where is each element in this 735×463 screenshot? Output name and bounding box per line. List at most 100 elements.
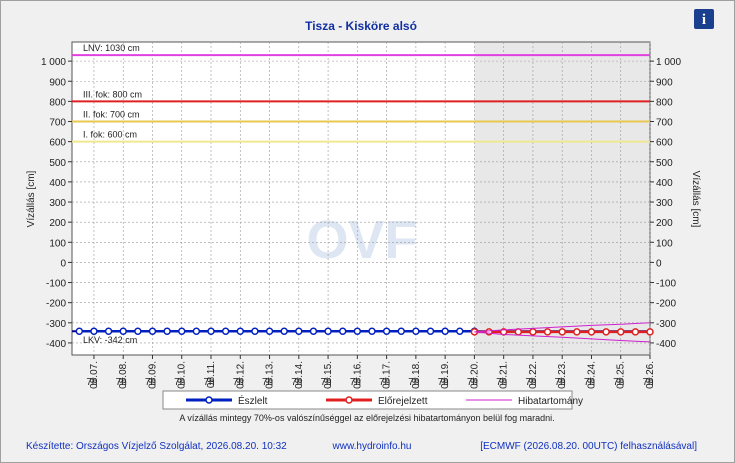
y2-tick-label: -300 [656, 319, 676, 330]
reference-label: LNV: 1030 cm [83, 43, 140, 53]
y-tick-label: 500 [49, 158, 66, 169]
y-tick-label: 700 [49, 118, 66, 129]
series-marker [631, 328, 640, 336]
series-marker [134, 327, 142, 335]
y-tick-label: -400 [46, 339, 66, 350]
x-tick-hour: 7h [555, 377, 566, 388]
y-tick-label: 0 [60, 258, 66, 269]
x-tick-label: 08.09. [147, 361, 158, 389]
series-marker [616, 328, 625, 336]
y2-tick-label: 800 [656, 97, 673, 108]
y-tick-label: -100 [46, 279, 66, 290]
series-marker [602, 328, 610, 336]
x-tick-hour: 7h [379, 377, 390, 388]
x-tick-label: 08.12. [235, 361, 246, 389]
y2-tick-label: 400 [656, 178, 673, 189]
series-marker [309, 327, 318, 335]
y-tick-label: -300 [46, 319, 66, 330]
x-tick-hour: 7h [642, 377, 653, 388]
legend-label: Észlelt [238, 394, 268, 407]
y2-tick-label: 200 [656, 218, 673, 229]
reference-label: III. fok: 800 cm [83, 89, 142, 99]
error-band-lower [474, 331, 651, 343]
x-tick-hour: 7h [584, 377, 595, 388]
reference-label: II. fok: 700 cm [83, 110, 140, 120]
x-tick-label: 08.16. [352, 361, 363, 389]
y-tick-label: 400 [49, 178, 66, 189]
footer-right: [ECMWF (2026.08.20. 00UTC) felhasználásá… [480, 441, 697, 452]
y2-tick-label: -400 [656, 339, 676, 350]
series-marker [382, 327, 391, 335]
x-tick-label: 08.17. [382, 361, 393, 389]
y-tick-label: 1 000 [41, 57, 66, 68]
series-marker [441, 327, 449, 335]
x-tick-label: 08.19. [440, 361, 451, 389]
y2-axis-label: Vízállás [cm] [690, 171, 701, 228]
legend-label: Hibatartomány [518, 396, 583, 407]
x-tick-hour: 7h [525, 377, 536, 388]
x-tick-label: 08.26. [645, 361, 656, 389]
series-marker [338, 327, 347, 335]
x-tick-hour: 7h [438, 377, 449, 388]
x-tick-label: 08.08. [118, 361, 129, 389]
series-marker [207, 327, 215, 335]
series-marker [192, 327, 201, 335]
series-marker [265, 327, 274, 335]
x-tick-label: 08.14. [294, 361, 305, 389]
y-tick-label: -200 [46, 299, 66, 310]
legend-marker [205, 396, 213, 404]
x-tick-label: 08.11. [206, 361, 217, 388]
watermark: OVF [306, 210, 417, 270]
series-marker [163, 327, 171, 335]
x-tick-hour: 7h [496, 377, 507, 388]
series-marker [90, 327, 98, 335]
y-tick-label: 900 [49, 77, 66, 88]
error-band-upper [474, 322, 651, 333]
x-tick-label: 08.18. [411, 361, 422, 389]
series-marker [177, 327, 186, 335]
x-tick-label: 08.21. [499, 361, 510, 389]
series-marker [573, 328, 581, 336]
x-tick-label: 08.25. [616, 361, 627, 389]
x-tick-hour: 7h [350, 377, 361, 388]
reference-label: I. fok: 600 cm [83, 130, 137, 140]
y2-tick-label: 0 [656, 258, 662, 269]
series-marker [251, 327, 259, 335]
series-marker [295, 327, 303, 335]
y2-tick-label: -200 [656, 299, 676, 310]
series-marker [456, 327, 464, 335]
series-marker [397, 327, 405, 335]
info-button[interactable] [694, 9, 714, 29]
series-marker [587, 328, 596, 336]
footer-center: www.hydroinfo.hu [332, 441, 412, 452]
series-marker [119, 327, 127, 335]
x-tick-label: 08.10. [177, 361, 188, 389]
x-tick-label: 08.22. [528, 361, 539, 389]
y2-tick-label: 700 [656, 118, 673, 129]
series-marker [280, 327, 288, 335]
series-marker [148, 327, 157, 335]
x-tick-hour: 7h [86, 377, 97, 388]
x-tick-label: 08.13. [265, 361, 276, 389]
series-marker [543, 328, 552, 336]
x-tick-hour: 7h [203, 377, 214, 388]
legend-label: Előrejelzett [378, 396, 428, 407]
plot: OVF LNV: 1030 cm III. fok: 800 cm II. fok: … [72, 42, 654, 355]
y-tick-label: 600 [49, 138, 66, 149]
y-tick-label: 200 [49, 218, 66, 229]
reference-label: LKV: -342 cm [83, 335, 137, 345]
chart-title: Tisza - Kisköre alsó [305, 19, 417, 33]
series-marker [353, 327, 362, 335]
info-icon[interactable]: i [702, 12, 706, 28]
x-tick-hour: 7h [467, 377, 478, 388]
x-tick-hour: 7h [291, 377, 302, 388]
y2-tick-label: 600 [656, 138, 673, 149]
series-marker [412, 327, 420, 335]
x-tick-hour: 7h [262, 377, 273, 388]
x-tick-hour: 7h [613, 377, 624, 388]
x-tick-hour: 7h [233, 377, 244, 388]
series-marker [221, 327, 230, 335]
y-tick-label: 100 [49, 238, 66, 249]
y2-tick-label: 100 [656, 238, 673, 249]
